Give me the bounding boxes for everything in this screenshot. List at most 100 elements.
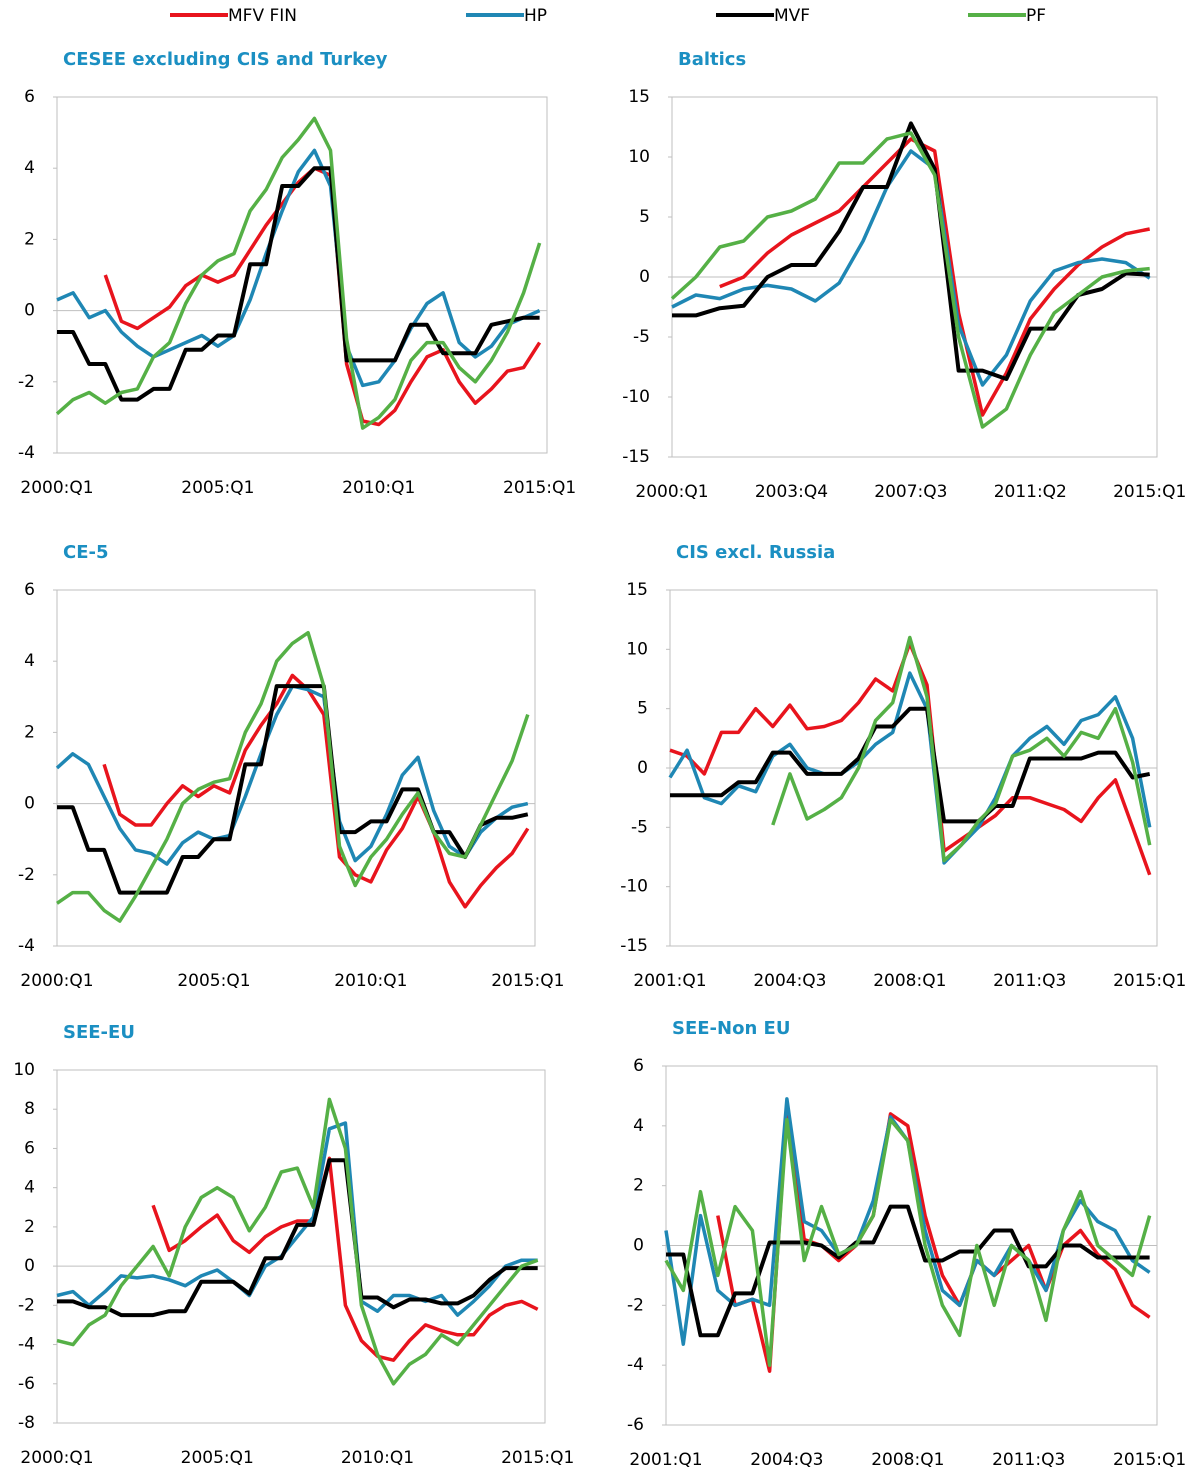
chart-title: SEE-EU <box>63 1022 135 1043</box>
y-tick-label: 4 <box>24 158 35 178</box>
x-tick-label: 2000:Q1 <box>20 478 93 498</box>
y-tick-label: -5 <box>631 817 648 837</box>
x-tick-label: 2010:Q1 <box>342 478 415 498</box>
x-tick-label: 2011:Q3 <box>993 971 1066 991</box>
series-line <box>664 1097 1151 1346</box>
y-tick-label: -4 <box>18 936 35 956</box>
y-tick-label: 6 <box>24 87 35 107</box>
series-line <box>57 166 540 402</box>
y-tick-label: -5 <box>633 327 650 347</box>
series-line <box>56 1097 539 1386</box>
x-tick-label: 2011:Q3 <box>992 1450 1065 1470</box>
y-tick-label: 2 <box>24 722 35 742</box>
x-tick-label: 2008:Q1 <box>871 1450 944 1470</box>
series-line <box>151 1156 539 1362</box>
x-tick-label: 2015:Q1 <box>1113 971 1186 991</box>
series-line <box>671 149 1151 387</box>
chart-title: CESEE excluding CIS and Turkey <box>63 49 388 70</box>
chart-title: SEE-Non EU <box>672 1018 790 1039</box>
series-line <box>55 116 542 430</box>
x-tick-label: 2010:Q1 <box>341 1448 414 1468</box>
chart-title: Baltics <box>678 49 746 70</box>
y-tick-label: -2 <box>18 865 35 885</box>
y-tick-label: 6 <box>24 1138 35 1158</box>
x-tick-label: 2008:Q1 <box>873 971 946 991</box>
x-tick-label: 2005:Q1 <box>181 478 254 498</box>
x-tick-label: 2015:Q1 <box>1113 482 1186 502</box>
series-line <box>670 706 1151 824</box>
y-tick-label: -15 <box>622 447 650 467</box>
y-tick-label: 10 <box>626 639 648 659</box>
x-tick-label: 2015:Q1 <box>503 478 576 498</box>
y-tick-label: -6 <box>627 1415 644 1435</box>
y-tick-label: -2 <box>18 372 35 392</box>
x-tick-label: 2001:Q1 <box>633 971 706 991</box>
y-tick-label: 0 <box>24 301 35 321</box>
y-tick-label: 2 <box>633 1176 644 1196</box>
series-line <box>719 137 1151 417</box>
x-tick-label: 2007:Q3 <box>874 482 947 502</box>
y-tick-label: 8 <box>24 1099 35 1119</box>
y-tick-label: -15 <box>620 936 648 956</box>
y-tick-label: 6 <box>24 580 35 600</box>
x-tick-label: 2011:Q2 <box>994 482 1067 502</box>
plot-frame <box>56 96 548 454</box>
plot-frame <box>56 1069 546 1424</box>
y-tick-label: 0 <box>24 1256 35 1276</box>
series-line <box>102 673 530 909</box>
y-tick-label: 15 <box>628 87 650 107</box>
series-line <box>57 1158 538 1318</box>
y-tick-label: -4 <box>18 443 35 463</box>
x-tick-label: 2015:Q1 <box>491 971 564 991</box>
y-tick-label: 0 <box>639 267 650 287</box>
y-tick-label: 2 <box>24 229 35 249</box>
y-tick-label: -4 <box>18 1335 35 1355</box>
y-tick-label: -6 <box>18 1374 35 1394</box>
series-line <box>56 1121 538 1317</box>
legend-label: HP <box>524 6 547 26</box>
y-tick-label: 10 <box>628 147 650 167</box>
y-tick-label: 4 <box>24 651 35 671</box>
y-tick-label: -2 <box>18 1295 35 1315</box>
y-tick-label: 10 <box>13 1060 35 1080</box>
series-line <box>668 671 1152 865</box>
chart-title: CE-5 <box>63 542 109 563</box>
y-tick-label: 5 <box>639 207 650 227</box>
legend-label: PF <box>1026 6 1046 26</box>
y-tick-label: -10 <box>620 877 648 897</box>
x-tick-label: 2001:Q1 <box>629 1450 702 1470</box>
x-tick-label: 2005:Q1 <box>181 1448 254 1468</box>
series-line <box>670 131 1150 429</box>
x-tick-label: 2004:Q3 <box>753 971 826 991</box>
y-tick-label: 6 <box>633 1056 644 1076</box>
x-tick-label: 2015:Q1 <box>1113 1450 1186 1470</box>
y-tick-label: -8 <box>18 1413 35 1433</box>
y-tick-label: 4 <box>633 1116 644 1136</box>
y-tick-label: -10 <box>622 387 650 407</box>
y-tick-label: 4 <box>24 1178 35 1198</box>
series-line <box>56 630 530 923</box>
legend-label: MVF <box>774 6 810 26</box>
x-tick-label: 2015:Q1 <box>501 1448 574 1468</box>
series-line <box>672 121 1150 381</box>
y-tick-label: 0 <box>637 758 648 778</box>
x-tick-label: 2003:Q4 <box>755 482 828 502</box>
x-tick-label: 2000:Q1 <box>20 1448 93 1468</box>
y-tick-label: 0 <box>633 1236 644 1256</box>
x-tick-label: 2010:Q1 <box>334 971 407 991</box>
y-tick-label: 0 <box>24 794 35 814</box>
y-tick-label: 5 <box>637 699 648 719</box>
series-line <box>664 1118 1152 1367</box>
x-tick-label: 2004:Q3 <box>750 1450 823 1470</box>
series-line <box>771 635 1152 863</box>
series-line <box>57 684 529 895</box>
chart-title: CIS excl. Russia <box>676 542 835 563</box>
legend-label: MFV FIN <box>228 6 297 26</box>
x-tick-label: 2000:Q1 <box>20 971 93 991</box>
series-line <box>56 148 541 388</box>
y-tick-label: -4 <box>627 1355 644 1375</box>
series-line <box>55 684 529 866</box>
x-tick-label: 2000:Q1 <box>635 482 708 502</box>
y-tick-label: 2 <box>24 1217 35 1237</box>
